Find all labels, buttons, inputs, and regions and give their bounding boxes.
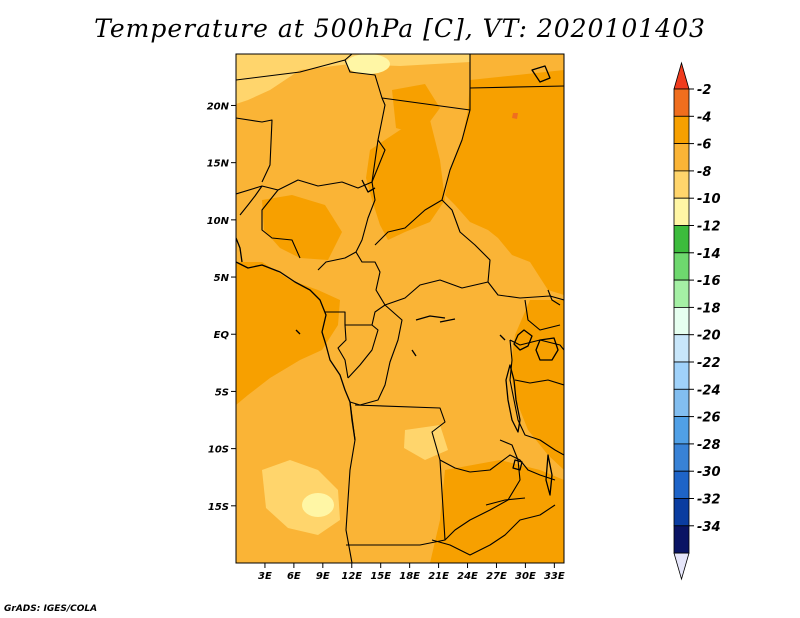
colorbar-label: -20 — [697, 329, 721, 344]
colorbar-label: -8 — [697, 165, 711, 180]
colorbar-segment — [673, 88, 690, 117]
y-tick-label: 15S — [208, 502, 229, 513]
x-tick-label: 6E — [287, 571, 301, 582]
colorbar-bottom-arrow — [673, 552, 690, 581]
warm-region-west-africa — [262, 195, 342, 260]
colorbar-segment — [673, 416, 690, 445]
map-frame — [235, 53, 565, 564]
colorbar-label: -28 — [697, 438, 721, 453]
y-tick-label: 5N — [214, 273, 230, 284]
colorbar-segment — [673, 334, 690, 363]
colorbar-segment — [673, 361, 690, 390]
colorbar-label: -34 — [697, 520, 721, 535]
x-axis: 3E 6E 9E 12E 15E 18E 21E 24E 27E 30E 33E — [258, 563, 565, 582]
colorbar-label: -26 — [697, 411, 721, 426]
colorbar-segment — [673, 225, 690, 254]
colorbar-segment — [673, 388, 690, 417]
x-tick-label: 21E — [428, 571, 449, 582]
y-tick-label: 15N — [207, 159, 230, 170]
x-tick-label: 33E — [544, 571, 565, 582]
colorbar-label: -10 — [697, 192, 721, 207]
y-axis: 20N 15N 10N 5N EQ 5S 10S 15S — [207, 101, 236, 513]
y-tick-label: 20N — [207, 101, 230, 112]
y-tick-label: 10S — [208, 445, 229, 456]
colorbar-segment — [673, 143, 690, 172]
colorbar-label: -14 — [697, 247, 721, 262]
colorbar-label: -22 — [697, 356, 721, 371]
colorbar: -2 -4 -6 -8 -10 -12 -14 -16 -18 -20 -22 -24 -26 -28 -3… — [673, 61, 721, 581]
y-tick-label: EQ — [214, 330, 230, 341]
map-title: Temperature at 500hPa [C], VT: 202010140… — [94, 14, 706, 43]
y-tick-label: 5S — [215, 387, 229, 398]
colorbar-label: -2 — [697, 83, 711, 98]
colorbar-segment — [673, 170, 690, 199]
x-tick-label: 9E — [316, 571, 330, 582]
colorbar-segment — [673, 197, 690, 226]
cool-region-pale-north — [346, 54, 390, 74]
hot-spot-east — [512, 113, 518, 119]
credit-text: GrADS: IGES/COLA — [4, 604, 98, 614]
map-panel — [236, 54, 564, 563]
warm-region-southeast — [430, 460, 564, 563]
colorbar-label: -24 — [697, 383, 721, 398]
colorbar-segment — [673, 443, 690, 472]
colorbar-segment — [673, 470, 690, 499]
colorbar-label: -16 — [697, 274, 721, 289]
colorbar-label: -12 — [697, 220, 721, 235]
colorbar-segment — [673, 115, 690, 145]
colorbar-segment — [673, 525, 690, 554]
warm-region-east — [445, 70, 564, 295]
x-tick-label: 15E — [370, 571, 391, 582]
colorbar-label: -30 — [697, 465, 721, 480]
x-tick-label: 3E — [258, 571, 272, 582]
x-tick-label: 12E — [341, 571, 362, 582]
colorbar-segment — [673, 306, 690, 336]
country-borders — [236, 54, 564, 563]
colorbar-label: -18 — [697, 301, 721, 316]
colorbar-segment — [673, 279, 690, 308]
warm-region-gulf-of-guinea — [236, 262, 340, 405]
x-tick-label: 24E — [457, 571, 478, 582]
cool-region-pale-spot — [302, 493, 334, 517]
warm-region-north-patch — [392, 84, 440, 135]
colorbar-label: -4 — [697, 110, 711, 125]
colorbar-label: -6 — [697, 138, 711, 153]
coastlines-and-lakes — [236, 65, 559, 496]
cool-region-north-strip — [236, 54, 470, 104]
colorbar-label: -32 — [697, 493, 721, 508]
y-tick-label: 10N — [207, 216, 230, 227]
x-tick-label: 27E — [486, 571, 507, 582]
colorbar-top-arrow — [673, 61, 690, 90]
x-tick-label: 18E — [399, 571, 420, 582]
colorbar-segment — [673, 498, 690, 527]
colorbar-segment — [673, 252, 690, 281]
x-tick-label: 30E — [515, 571, 536, 582]
